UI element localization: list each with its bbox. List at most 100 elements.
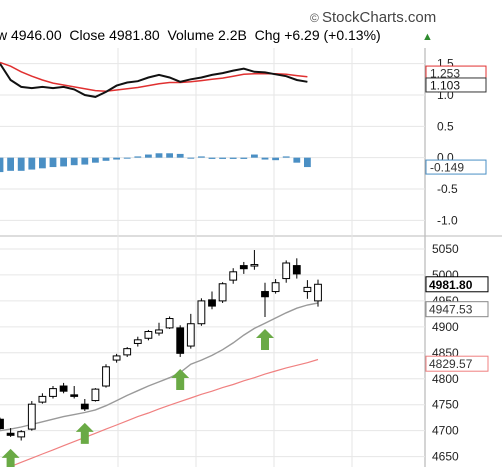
- candle: [176, 325, 185, 357]
- candle: [186, 313, 195, 349]
- histogram-bar: [166, 153, 173, 158]
- close-end-label: 4981.80: [429, 278, 473, 292]
- ma-slow-end-label: 4829.57: [429, 357, 473, 371]
- price-tick-label: 4700: [432, 424, 459, 438]
- candle-body-up: [271, 282, 280, 293]
- candle: [17, 430, 26, 441]
- ma-fast-end-label: 4947.53: [429, 303, 473, 317]
- histogram-bar: [272, 157, 279, 161]
- candle: [91, 388, 100, 402]
- price-tick-label: 4900: [432, 320, 459, 334]
- histogram-bar: [155, 153, 163, 158]
- candle-body-up: [197, 300, 206, 325]
- histogram-bar: [229, 157, 237, 159]
- candle-body-down: [176, 327, 185, 354]
- ma-fast-line: [0, 302, 319, 432]
- candle-body-up: [229, 271, 238, 281]
- candle: [303, 280, 312, 299]
- chart-frame: [0, 48, 502, 467]
- histogram-bar: [251, 154, 258, 158]
- chart-header: w 4946.00 Close 4981.80 Volume 2.2B Chg …: [0, 9, 436, 43]
- quote-line: w 4946.00 Close 4981.80 Volume 2.2B Chg …: [0, 27, 381, 43]
- macd-signal-line: [0, 61, 308, 92]
- candle-body-up: [303, 286, 312, 293]
- price-end-labels: 4981.80 4947.53 4829.57: [425, 276, 489, 372]
- histogram-bar: [39, 157, 46, 169]
- candle-body-up: [38, 395, 47, 403]
- macd-tick-labels: 1.51.00.50.0-0.5-1.0: [437, 57, 458, 228]
- histogram-bar: [17, 157, 25, 171]
- candle-body-down: [59, 385, 68, 392]
- candle: [282, 260, 291, 283]
- histogram-bar: [187, 157, 195, 159]
- price-tick-label: 5050: [432, 242, 459, 256]
- candle: [261, 282, 269, 317]
- candle-body-up: [49, 388, 57, 397]
- candle: [218, 282, 227, 303]
- candle: [208, 291, 216, 310]
- buy-signal-arrow-icon: [171, 368, 190, 390]
- histogram-bar: [208, 157, 216, 159]
- histogram-bar: [28, 157, 36, 170]
- candle: [250, 250, 259, 270]
- candle: [27, 401, 36, 431]
- candle: [38, 393, 47, 404]
- candle: [112, 353, 121, 363]
- candle-body-up: [123, 348, 132, 356]
- signal-arrows: [1, 328, 274, 467]
- macd-tick-label: 0.5: [437, 119, 454, 133]
- candle: [271, 279, 280, 294]
- candle-body-up: [218, 283, 227, 302]
- histogram-bar: [123, 157, 131, 159]
- candle-body-up: [144, 331, 153, 339]
- close-end-label-box: [425, 276, 489, 293]
- price-grid: [0, 248, 425, 458]
- macd-tick-label: -1.0: [437, 213, 458, 227]
- candle: [229, 268, 238, 284]
- histogram-bar: [0, 157, 4, 173]
- candle: [0, 417, 4, 430]
- macd-line: [0, 63, 308, 98]
- candle-body-up: [155, 329, 163, 334]
- histogram-bar: [145, 154, 152, 158]
- candle-body-up: [133, 339, 142, 344]
- candle: [292, 258, 301, 279]
- price-tick-label: 4800: [432, 372, 459, 386]
- histogram-bar: [198, 156, 205, 158]
- candle: [314, 279, 322, 307]
- candle: [80, 398, 89, 411]
- candle: [59, 382, 68, 394]
- candle: [197, 298, 206, 326]
- macd-end-label-box: [425, 77, 487, 93]
- ma-fast-end-label-box: [425, 301, 489, 318]
- ma-slow-line: [7, 358, 319, 467]
- brand-logo: StockCharts.com: [322, 9, 436, 26]
- candle-body-up: [112, 355, 121, 361]
- candle-body-up: [91, 388, 100, 402]
- candle-body-up: [186, 323, 195, 347]
- buy-signal-arrow-icon: [1, 448, 20, 467]
- buy-signal-arrow-icon: [256, 328, 274, 350]
- ma-slow-end-label-box: [425, 355, 489, 372]
- buy-signal-arrow-icon: [75, 422, 94, 444]
- candle: [70, 386, 79, 399]
- candle-body-down: [208, 299, 216, 307]
- candle-body-down: [292, 265, 301, 275]
- candle-body-down: [6, 432, 15, 436]
- histogram-bar: [113, 157, 120, 160]
- histogram-bar: [102, 157, 110, 161]
- macd-histogram: [0, 153, 311, 173]
- candle: [6, 428, 15, 437]
- candle-body-down: [0, 418, 4, 430]
- candle-body-up: [282, 262, 291, 280]
- candle: [123, 347, 132, 357]
- histogram-bar: [282, 156, 290, 158]
- candle-body-down: [239, 265, 248, 270]
- histogram-bar: [49, 157, 57, 168]
- candle: [155, 322, 163, 336]
- histogram-bar: [134, 156, 142, 158]
- candle-body-up: [27, 403, 36, 430]
